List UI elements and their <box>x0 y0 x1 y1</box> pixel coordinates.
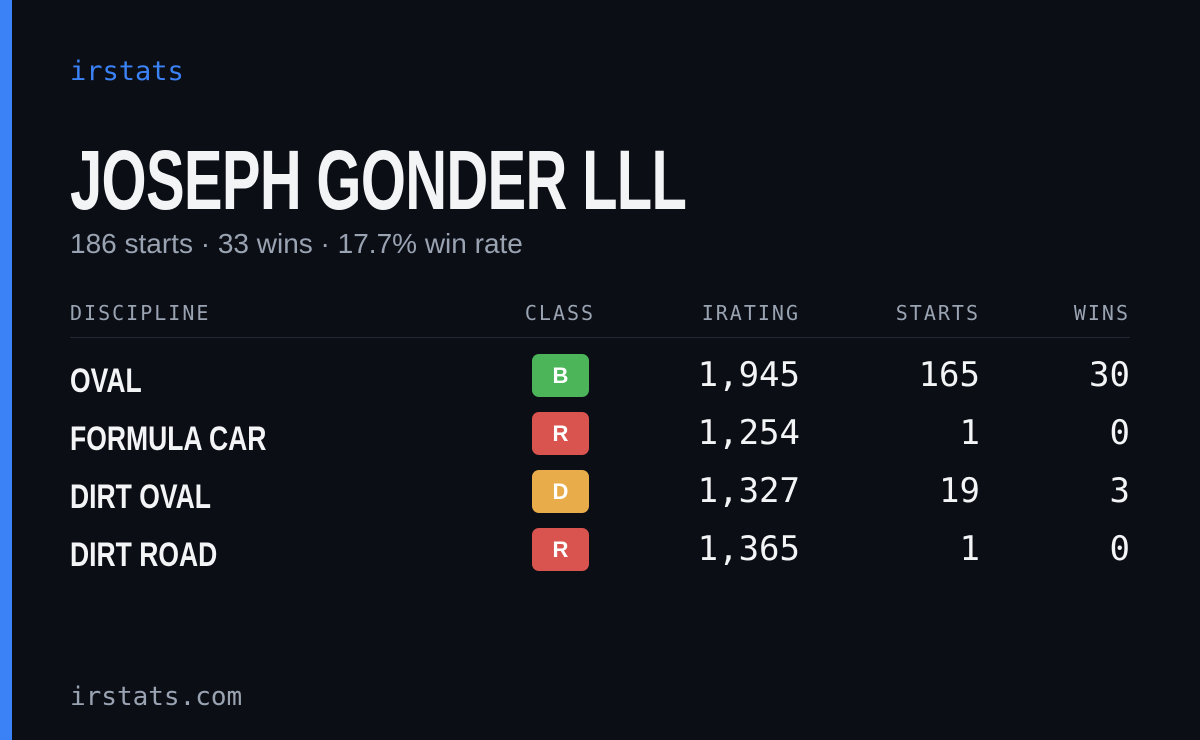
wins: 0 <box>1109 529 1130 569</box>
title: JOSEPH GONDER LLL <box>70 133 687 227</box>
column-header: DISCIPLINE <box>70 301 211 325</box>
header-rule <box>70 337 1130 338</box>
class-badge: R <box>532 412 589 455</box>
wins: 3 <box>1109 471 1130 511</box>
starts: 1 <box>959 529 980 569</box>
wins: 0 <box>1109 413 1130 453</box>
discipline: FORMULA CAR <box>70 420 267 458</box>
irating: 1,365 <box>697 529 800 569</box>
class-badge: R <box>532 528 589 571</box>
accent-stripe <box>0 0 12 740</box>
column-header: STARTS <box>895 301 980 325</box>
column-header: CLASS <box>524 301 596 325</box>
column-header: WINS <box>1073 301 1130 325</box>
class-badge: B <box>532 354 589 397</box>
wins: 30 <box>1089 355 1130 395</box>
footer: irstats.com <box>70 682 243 712</box>
starts: 1 <box>959 413 980 453</box>
column-header: IRATING <box>701 301 800 325</box>
brand: irstats <box>70 56 184 87</box>
discipline: DIRT OVAL <box>70 478 211 516</box>
class-badge: D <box>532 470 589 513</box>
irating: 1,945 <box>697 355 800 395</box>
discipline: OVAL <box>70 362 142 400</box>
irating: 1,327 <box>697 471 800 511</box>
discipline: DIRT ROAD <box>70 536 218 574</box>
subtitle: 186 starts · 33 wins · 17.7% win rate <box>70 228 523 259</box>
starts: 165 <box>918 355 980 395</box>
irating: 1,254 <box>697 413 800 453</box>
starts: 19 <box>939 471 980 511</box>
